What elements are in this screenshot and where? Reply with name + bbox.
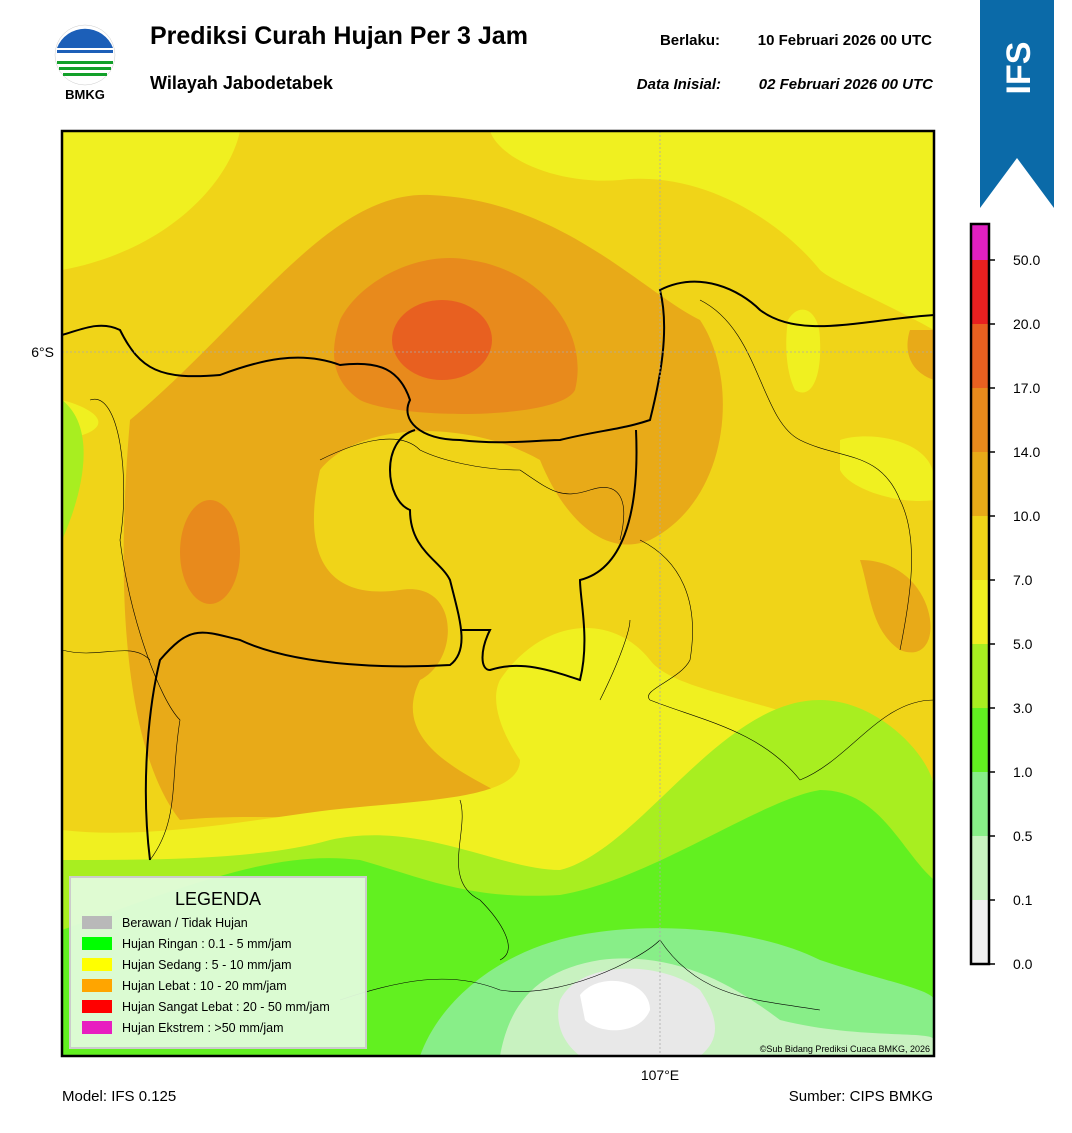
colorbar-tick-label: 10.0 bbox=[1013, 508, 1040, 524]
colorbar-tick-label: 14.0 bbox=[1013, 444, 1040, 460]
footer-source: Sumber: CIPS BMKG bbox=[789, 1088, 933, 1105]
legend-label: Hujan Ringan : 0.1 - 5 mm/jam bbox=[122, 937, 292, 951]
colorbar-tick-label: 5.0 bbox=[1013, 636, 1033, 652]
lon-label: 107°E bbox=[641, 1067, 679, 1083]
legend-label: Hujan Sedang : 5 - 10 mm/jam bbox=[122, 958, 292, 972]
colorbar-tick-label: 20.0 bbox=[1013, 316, 1040, 332]
map-frame bbox=[60, 129, 936, 1058]
colorbar-tick-label: 50.0 bbox=[1013, 252, 1040, 268]
colorbar-band bbox=[971, 224, 989, 260]
legend: LEGENDA Berawan / Tidak Hujan Hujan Ringa… bbox=[69, 876, 367, 1049]
colorbar-band bbox=[971, 580, 989, 644]
colorbar-band bbox=[971, 708, 989, 772]
colorbar-frame bbox=[969, 222, 991, 966]
lat-label: 6°S bbox=[31, 344, 54, 360]
legend-label: Hujan Lebat : 10 - 20 mm/jam bbox=[122, 979, 287, 993]
colorbar-tick-label: 1.0 bbox=[1013, 764, 1033, 780]
colorbar-band bbox=[971, 900, 989, 964]
colorbar-band bbox=[971, 836, 989, 900]
logo-text: BMKG bbox=[65, 87, 105, 102]
colorbar-tick-label: 7.0 bbox=[1013, 572, 1033, 588]
colorbar-band bbox=[971, 452, 989, 516]
badge bbox=[980, 0, 1054, 208]
legend-swatch bbox=[82, 937, 112, 950]
colorbar-tick-label: 3.0 bbox=[1013, 700, 1033, 716]
legend-swatch bbox=[82, 1000, 112, 1013]
colorbar-band bbox=[971, 516, 989, 580]
colorbar-tick-label: 0.5 bbox=[1013, 828, 1033, 844]
legend-title: LEGENDA bbox=[175, 889, 261, 909]
colorbar: 0.0 0.1 0.5 1.0 3.0 5.0 7.0 10.0 14.0 17.0 20.0 50.… bbox=[969, 222, 1040, 972]
legend-swatch bbox=[82, 916, 112, 929]
legend-label: Berawan / Tidak Hujan bbox=[122, 916, 248, 930]
valid-value: 10 Februari 2026 00 UTC bbox=[758, 32, 932, 49]
colorbar-tick-label: 17.0 bbox=[1013, 380, 1040, 396]
colorbar-tick-label: 0.1 bbox=[1013, 892, 1033, 908]
credit: ©Sub Bidang Prediksi Cuaca BMKG, 2026 bbox=[760, 1044, 930, 1054]
province-boundaries bbox=[62, 280, 934, 861]
legend-swatch bbox=[82, 1021, 112, 1034]
valid-label: Berlaku: bbox=[660, 32, 720, 49]
logo: BMKG bbox=[54, 24, 116, 102]
legend-label: Hujan Ekstrem : >50 mm/jam bbox=[122, 1021, 284, 1035]
colorbar-band bbox=[971, 260, 989, 324]
title: Prediksi Curah Hujan Per 3 Jam bbox=[150, 22, 528, 50]
badge-text: IFS bbox=[1000, 42, 1038, 95]
colorbar-band bbox=[971, 324, 989, 388]
colorbar-band bbox=[971, 772, 989, 836]
subtitle: Wilayah Jabodetabek bbox=[150, 73, 334, 93]
colorbar-band bbox=[971, 388, 989, 452]
footer-model: Model: IFS 0.125 bbox=[62, 1088, 176, 1105]
init-value: 02 Februari 2026 00 UTC bbox=[759, 76, 934, 93]
legend-swatch bbox=[82, 979, 112, 992]
admin-boundaries bbox=[62, 299, 934, 1011]
init-label: Data Inisial: bbox=[637, 76, 721, 93]
legend-label: Hujan Sangat Lebat : 20 - 50 mm/jam bbox=[122, 1000, 330, 1014]
colorbar-tick-label: 0.0 bbox=[1013, 956, 1033, 972]
colorbar-band bbox=[971, 644, 989, 708]
legend-swatch bbox=[82, 958, 112, 971]
